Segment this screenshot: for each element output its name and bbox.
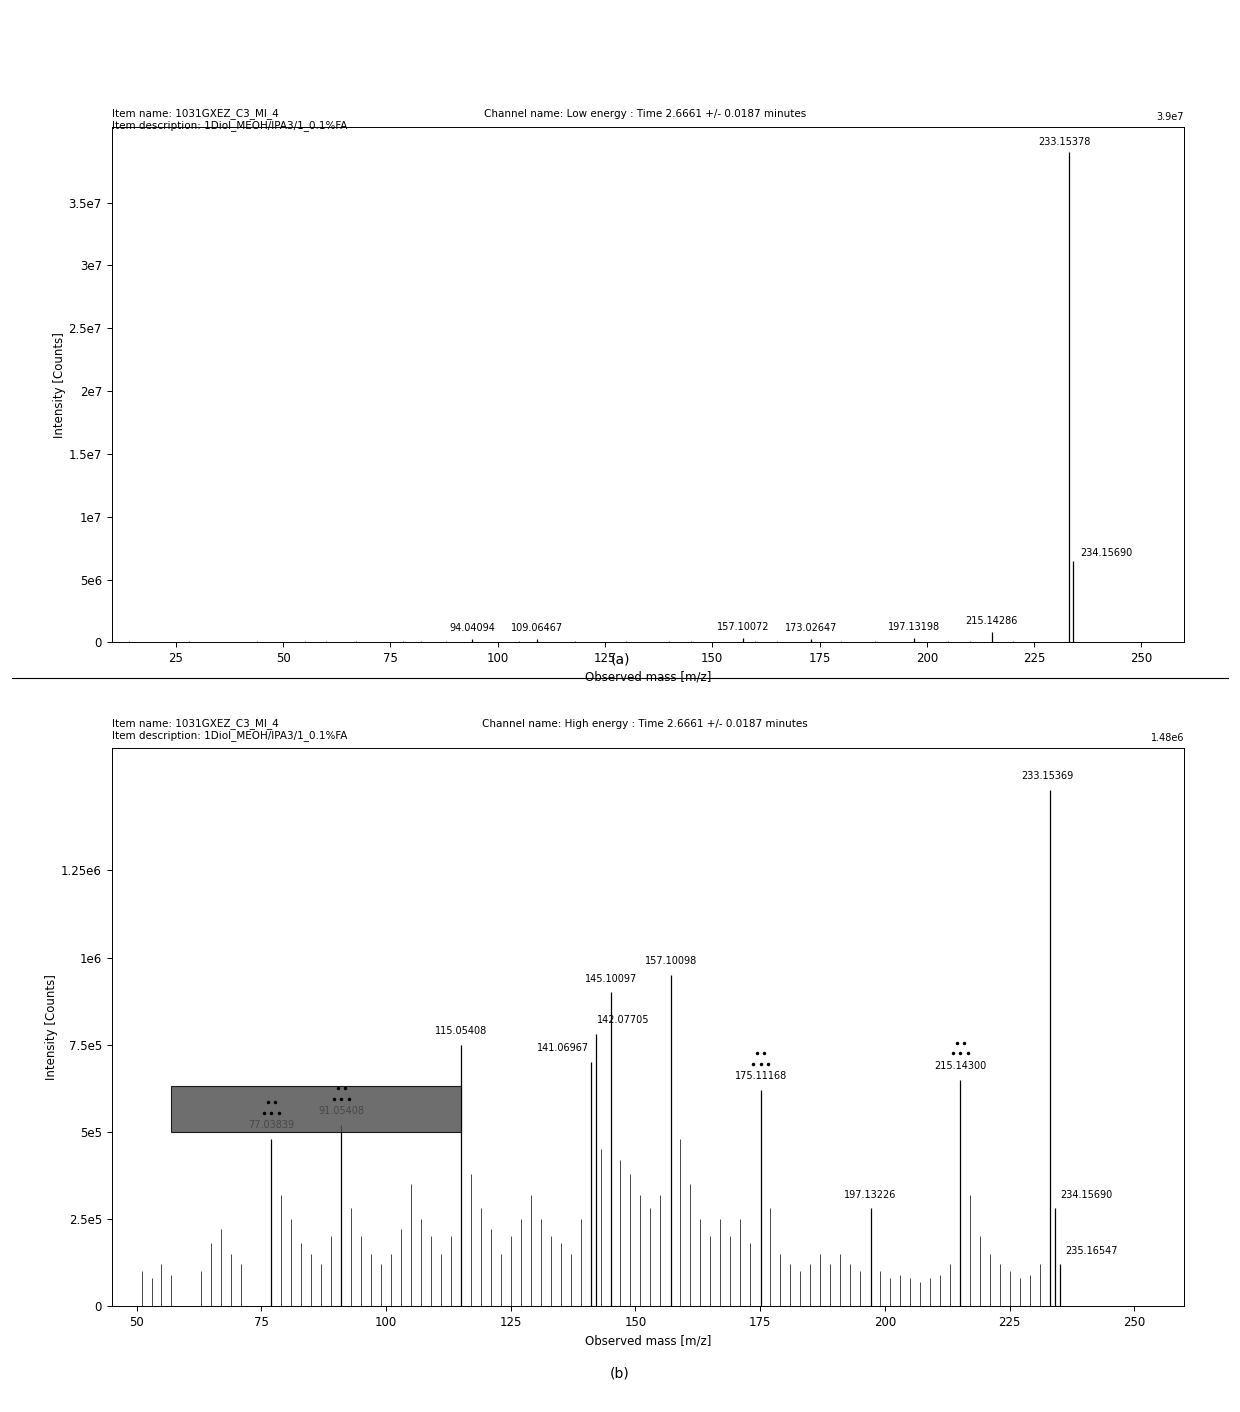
Text: 173.02647: 173.02647 <box>785 623 837 633</box>
Text: 234.15690: 234.15690 <box>1080 548 1132 558</box>
Text: 175.11168: 175.11168 <box>734 1072 787 1082</box>
Text: 215.14300: 215.14300 <box>934 1060 987 1070</box>
Text: Channel name: High energy : Time 2.6661 +/- 0.0187 minutes: Channel name: High energy : Time 2.6661 … <box>482 719 807 729</box>
Text: 197.13226: 197.13226 <box>844 1190 897 1200</box>
Text: 3.9e7: 3.9e7 <box>1157 112 1184 121</box>
Text: 233.15369: 233.15369 <box>1022 771 1074 781</box>
Text: Item name: 1031GXEZ_C3_MI_4: Item name: 1031GXEZ_C3_MI_4 <box>112 107 278 119</box>
Text: 197.13198: 197.13198 <box>888 621 940 631</box>
Text: 142.07705: 142.07705 <box>598 1015 650 1025</box>
Text: 94.04094: 94.04094 <box>449 623 495 633</box>
Text: 115.05408: 115.05408 <box>435 1027 487 1036</box>
Text: 157.10098: 157.10098 <box>645 956 697 966</box>
Text: 157.10072: 157.10072 <box>717 621 769 631</box>
Text: 109.06467: 109.06467 <box>511 623 563 633</box>
Text: (a): (a) <box>610 652 630 666</box>
Text: 145.10097: 145.10097 <box>585 974 637 984</box>
Text: 91.05408: 91.05408 <box>319 1106 365 1115</box>
Y-axis label: Intensity [Counts]: Intensity [Counts] <box>53 332 66 438</box>
Text: Item description: 1Diol_MEOH/IPA3/1_0.1%FA: Item description: 1Diol_MEOH/IPA3/1_0.1%… <box>112 730 347 741</box>
Text: 234.15690: 234.15690 <box>1060 1190 1112 1200</box>
Text: 215.14286: 215.14286 <box>966 616 1018 626</box>
Bar <box>171 1086 461 1132</box>
Text: 235.16547: 235.16547 <box>1065 1245 1117 1255</box>
Text: 77.03839: 77.03839 <box>248 1120 294 1130</box>
X-axis label: Observed mass [m/z]: Observed mass [m/z] <box>585 1334 711 1347</box>
Text: 233.15378: 233.15378 <box>1039 137 1091 147</box>
X-axis label: Observed mass [m/z]: Observed mass [m/z] <box>585 671 711 683</box>
Text: 1.48e6: 1.48e6 <box>1151 733 1184 743</box>
Y-axis label: Intensity [Counts]: Intensity [Counts] <box>45 974 58 1080</box>
Text: 141.06967: 141.06967 <box>537 1043 589 1053</box>
Text: (b): (b) <box>610 1367 630 1381</box>
Text: Channel name: Low energy : Time 2.6661 +/- 0.0187 minutes: Channel name: Low energy : Time 2.6661 +… <box>484 109 806 119</box>
Text: Item name: 1031GXEZ_C3_MI_4: Item name: 1031GXEZ_C3_MI_4 <box>112 717 278 729</box>
Text: Item description: 1Diol_MEOH/IPA3/1_0.1%FA: Item description: 1Diol_MEOH/IPA3/1_0.1%… <box>112 120 347 131</box>
